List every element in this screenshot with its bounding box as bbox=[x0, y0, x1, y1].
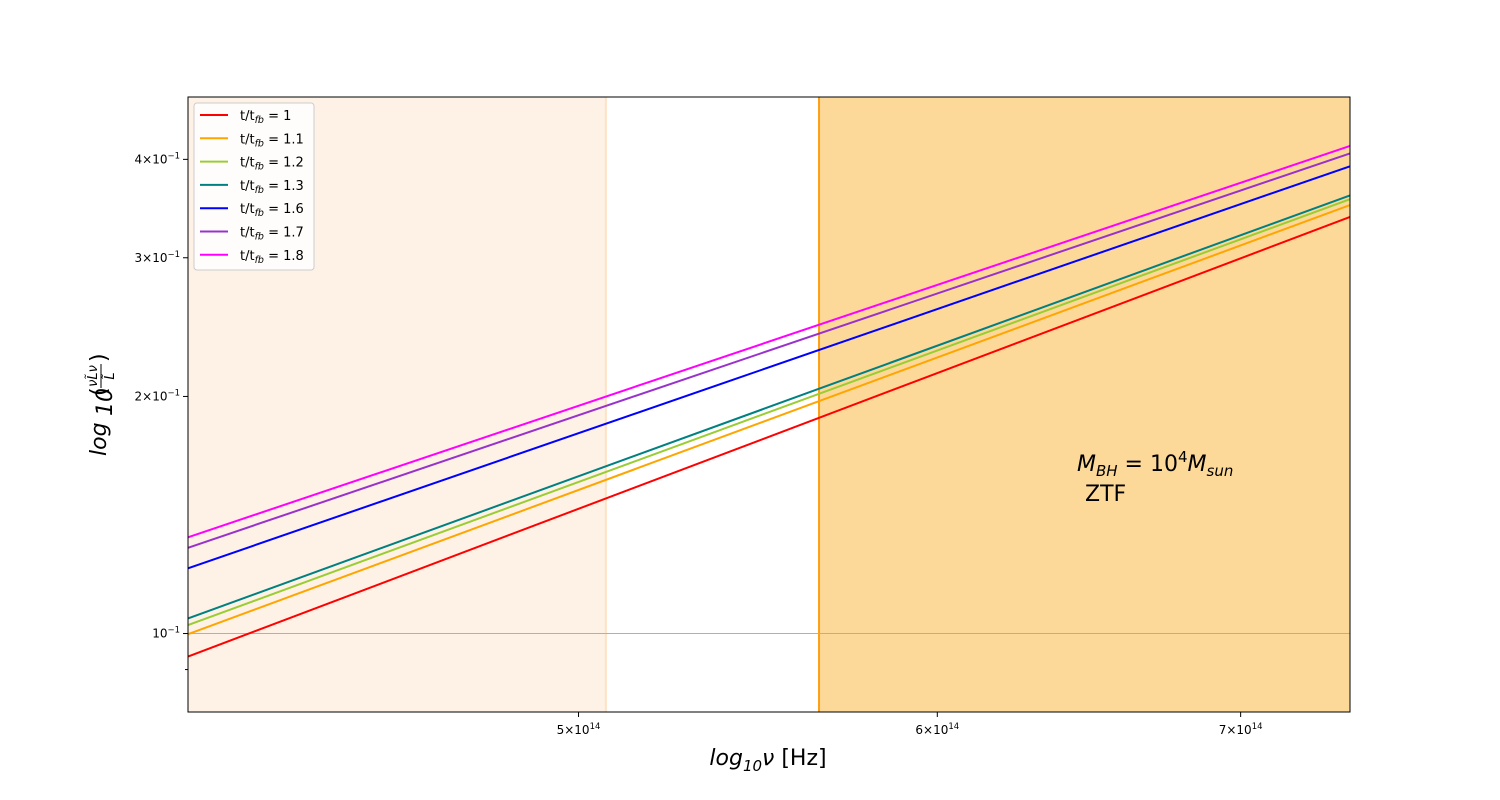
y-axis-label: log 10 ( νL̃ν L̃ ) bbox=[86, 353, 118, 456]
series-line-6 bbox=[187, 145, 1351, 539]
annotation-line2: ZTF bbox=[1085, 482, 1126, 507]
legend-label-6: t/tfb = 1.8 bbox=[240, 249, 304, 266]
x-tick-label-2: 7×1014 bbox=[1219, 722, 1263, 737]
x-ticks: 5×1014 6×1014 7×1014 bbox=[557, 712, 1263, 737]
y-tick-label-0: 10−1 bbox=[152, 626, 180, 641]
series-line-4 bbox=[187, 165, 1351, 570]
series-lines bbox=[187, 145, 1351, 658]
x-tick-label-0: 5×1014 bbox=[557, 722, 601, 737]
legend: t/tfb = 1 t/tfb = 1.1 t/tfb = 1.2 t/tfb = 1… bbox=[193, 102, 315, 271]
svg-text:(: ( bbox=[87, 387, 112, 396]
legend-box bbox=[193, 102, 315, 271]
annotation: MBH = 104Msun ZTF bbox=[1077, 448, 1233, 507]
plot-frame bbox=[187, 96, 1351, 713]
series-line-3 bbox=[187, 194, 1351, 620]
legend-label-3: t/tfb = 1.3 bbox=[240, 179, 304, 196]
shaded-band-1 bbox=[819, 97, 1350, 712]
y-ticks: 10−1 2×10−1 3×10−1 4×10−1 bbox=[135, 151, 188, 671]
svg-text:): ) bbox=[87, 353, 112, 362]
series-line-1 bbox=[187, 204, 1351, 636]
svg-text:MBH = 104Msun: MBH = 104Msun bbox=[1077, 448, 1233, 480]
legend-label-5: t/tfb = 1.7 bbox=[240, 226, 304, 243]
svg-text:νL̃ν: νL̃ν bbox=[86, 365, 101, 387]
legend-label-2: t/tfb = 1.2 bbox=[240, 156, 304, 173]
legend-label-4: t/tfb = 1.6 bbox=[240, 202, 304, 219]
shaded-bands bbox=[188, 97, 1350, 712]
y-tick-label-2: 3×10−1 bbox=[135, 250, 181, 265]
series-line-5 bbox=[187, 152, 1351, 549]
svg-text:log: log bbox=[87, 422, 112, 456]
x-axis-label: log10ν [Hz] bbox=[709, 746, 826, 775]
svg-text:L̃: L̃ bbox=[103, 372, 118, 379]
legend-label-0: t/tfb = 1 bbox=[240, 109, 291, 126]
series-line-2 bbox=[187, 198, 1351, 627]
y-tick-label-1: 2×10−1 bbox=[135, 388, 181, 403]
y-tick-label-3: 4×10−1 bbox=[135, 151, 181, 166]
x-tick-label-1: 6×1014 bbox=[915, 722, 959, 737]
svg-text:10: 10 bbox=[93, 388, 118, 416]
series-line-0 bbox=[187, 216, 1351, 658]
legend-label-1: t/tfb = 1.1 bbox=[240, 132, 304, 149]
